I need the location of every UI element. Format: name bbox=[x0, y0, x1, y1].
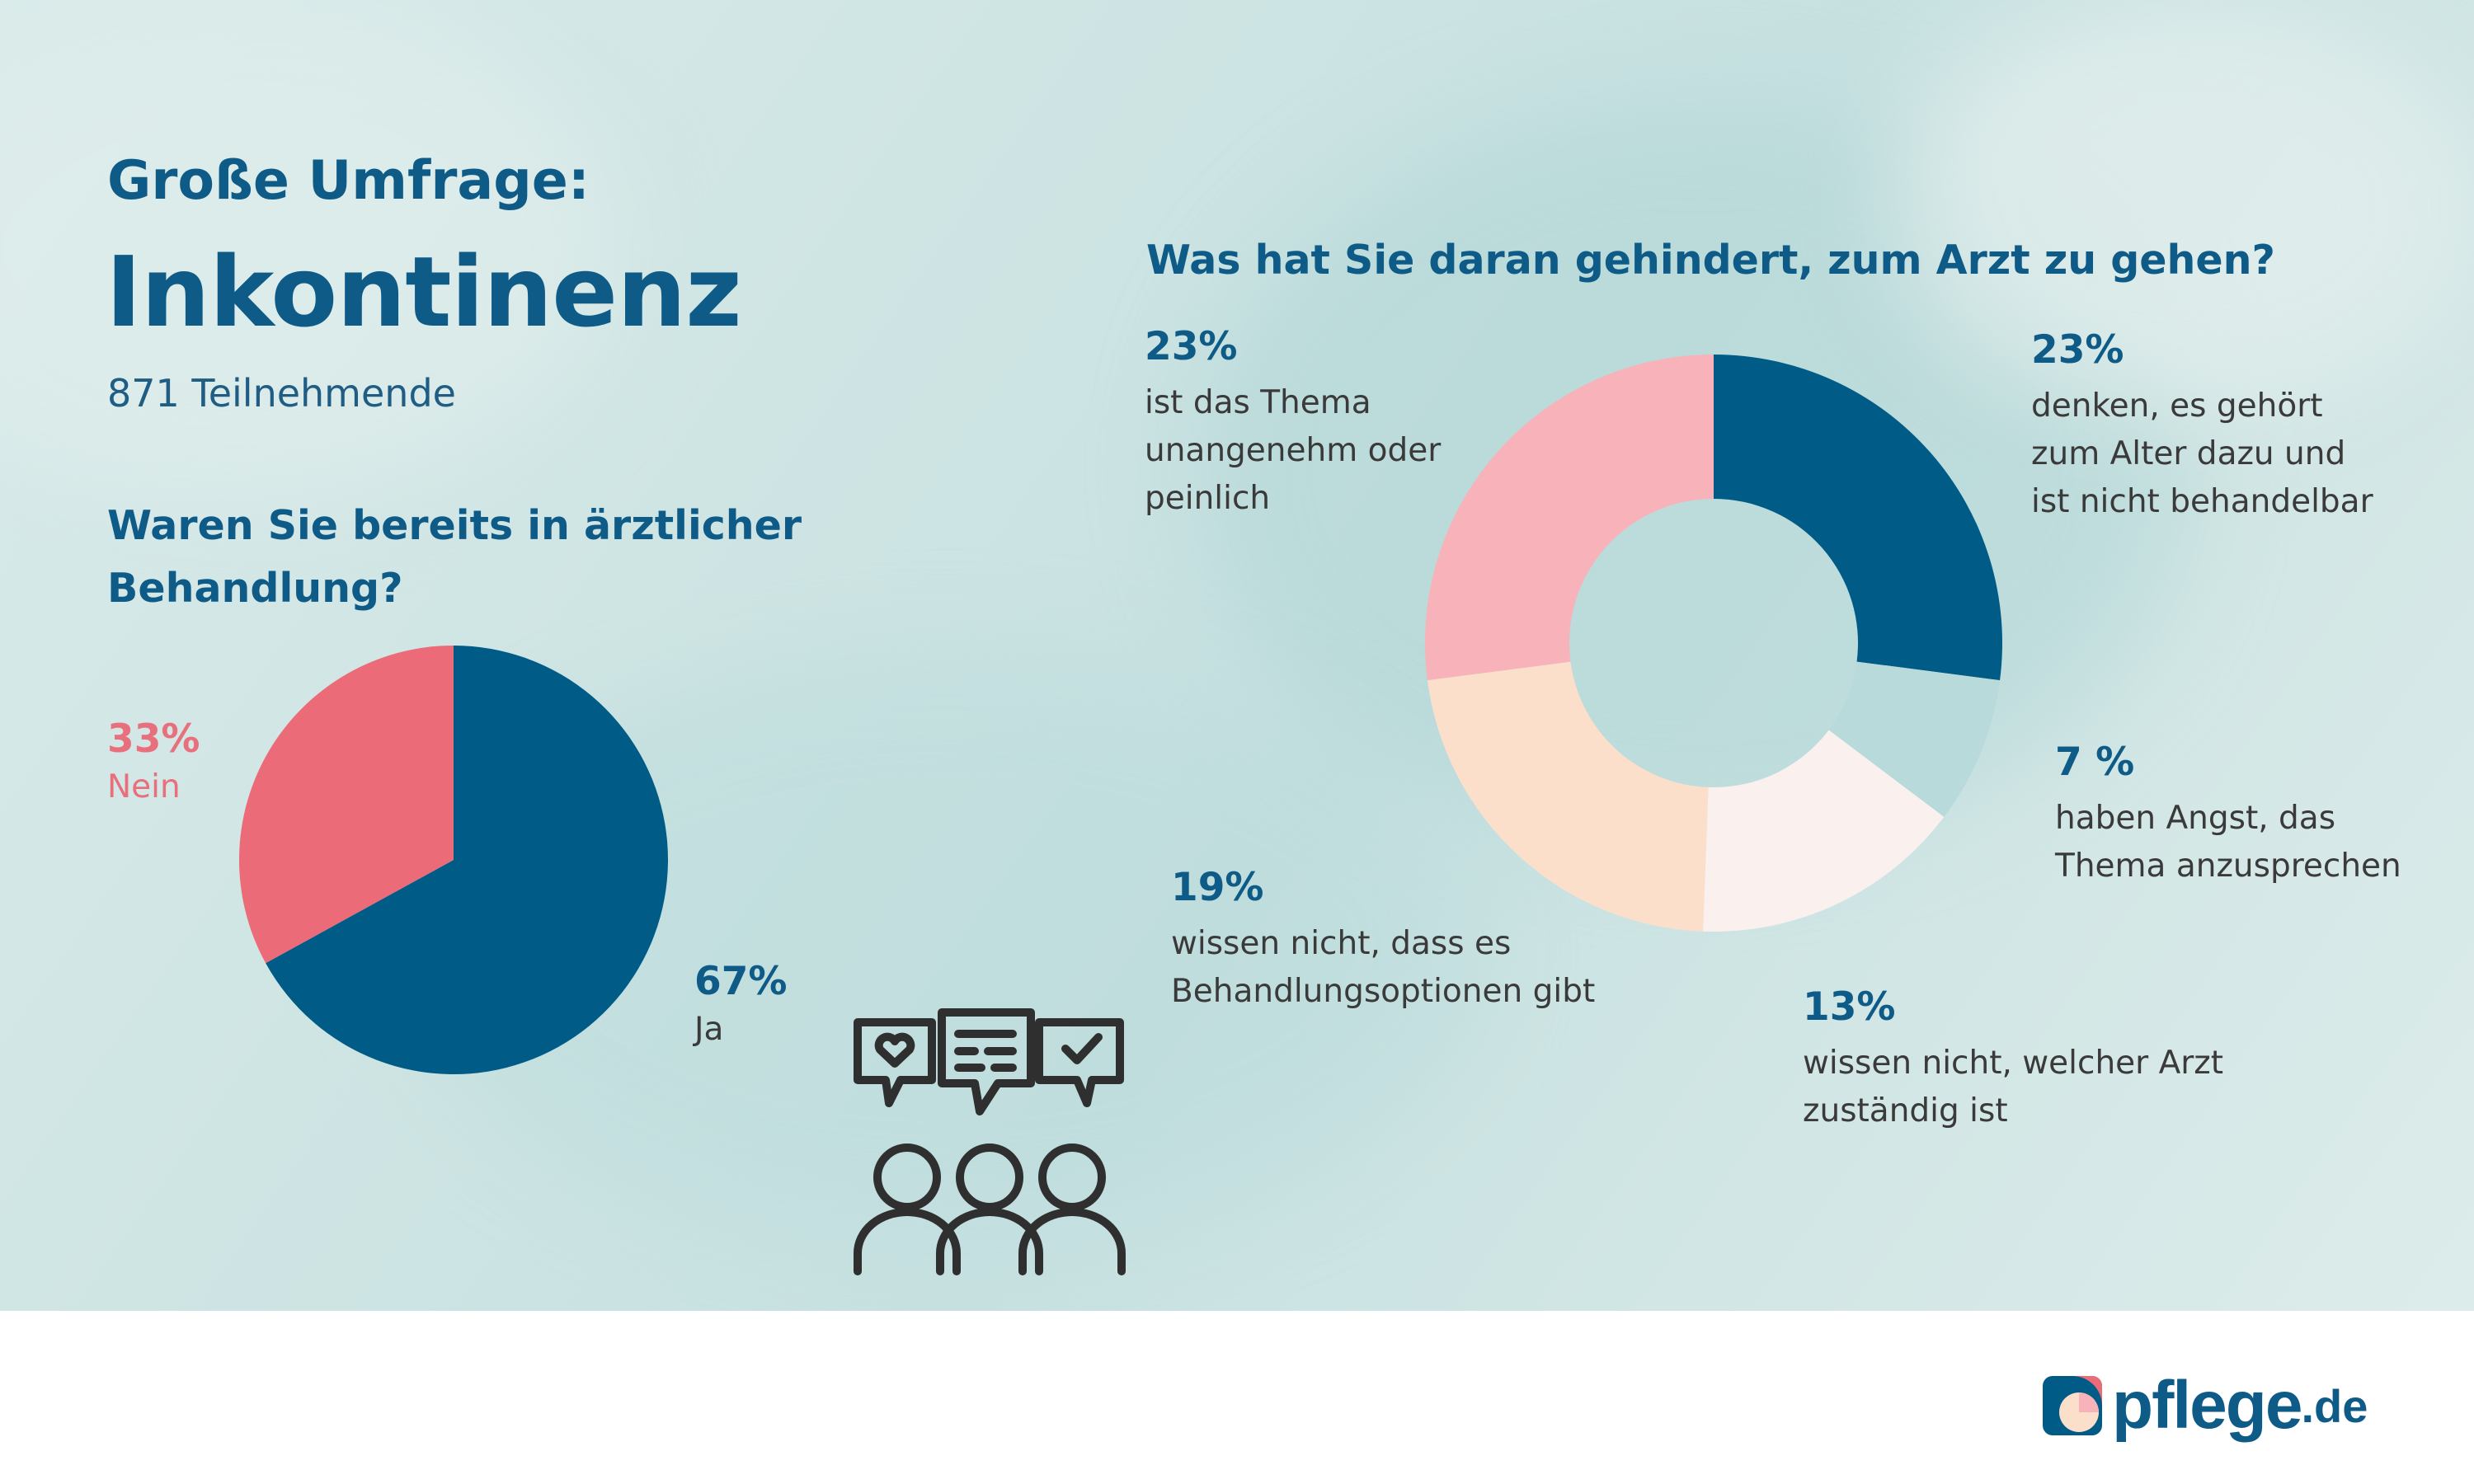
donut-label-optionen: 19% wissen nicht, dass es Behandlungsopt… bbox=[1171, 864, 1633, 1016]
logo-tld: .de bbox=[2301, 1379, 2368, 1432]
pie1-pct-nein: 33% bbox=[107, 716, 200, 762]
pie1-label-ja: 67% Ja bbox=[694, 958, 788, 1054]
pie1-slice-1 bbox=[238, 646, 454, 964]
donut-label-arzt: 13% wissen nicht, welcher Arzt zuständig… bbox=[1803, 984, 2248, 1135]
donut-chart-barriers bbox=[1425, 355, 2002, 932]
question-1-title: Waren Sie bereits in ärztlicher Behandlu… bbox=[107, 502, 802, 612]
bg-watercolor-blob bbox=[1897, 0, 2474, 412]
pie1-label-nein: 33% Nein bbox=[107, 716, 200, 811]
donut-pct-alter: 23% bbox=[2031, 327, 2124, 373]
page-title: Inkontinenz bbox=[106, 235, 742, 349]
pflege-logo-icon bbox=[2043, 1376, 2102, 1435]
question-2-title: Was hat Sie daran gehindert, zum Arzt zu… bbox=[1146, 237, 2275, 284]
donut-text-angst: haben Angst, das Thema anzusprechen bbox=[2055, 800, 2401, 885]
pflege-logo[interactable]: pflege .de bbox=[2041, 1364, 2368, 1447]
logo-wordmark: pflege bbox=[2112, 1368, 2302, 1443]
donut-pct-unangenehm: 23% bbox=[1145, 324, 1238, 369]
donut-label-angst: 7 % haben Angst, das Thema anzusprechen bbox=[2055, 739, 2451, 890]
survey-kicker: Große Umfrage: bbox=[107, 150, 590, 212]
bg-watercolor-blob bbox=[0, 0, 618, 495]
donut-slice-4 bbox=[1425, 355, 1714, 681]
donut-text-alter: denken, es gehört zum Alter dazu und ist… bbox=[2031, 387, 2373, 520]
pie1-text-ja: Ja bbox=[694, 1011, 724, 1048]
donut-label-alter: 23% denken, es gehört zum Alter dazu und… bbox=[2031, 326, 2378, 526]
donut-label-unangenehm: 23% ist das Thema unangenehm oder peinli… bbox=[1145, 323, 1458, 523]
donut-pct-optionen: 19% bbox=[1171, 865, 1264, 910]
donut-slice-2 bbox=[1703, 730, 1945, 932]
background bbox=[0, 0, 2474, 1311]
donut-pct-arzt: 13% bbox=[1803, 984, 1896, 1030]
participants-count: 871 Teilnehmende bbox=[107, 371, 456, 416]
donut-slice-1 bbox=[1828, 661, 2001, 817]
pie1-slice-0 bbox=[266, 646, 668, 1074]
donut-text-arzt: wissen nicht, welcher Arzt zuständig ist bbox=[1803, 1045, 2224, 1129]
people-feedback-icon bbox=[854, 1008, 1126, 1275]
donut-text-unangenehm: ist das Thema unangenehm oder peinlich bbox=[1145, 384, 1442, 517]
pie-chart-treatment bbox=[238, 646, 668, 1074]
donut-slice-3 bbox=[1427, 661, 1709, 932]
donut-pct-angst: 7 % bbox=[2055, 740, 2135, 785]
pie1-text-nein: Nein bbox=[107, 768, 181, 805]
donut-text-optionen: wissen nicht, dass es Behandlungsoptione… bbox=[1171, 925, 1596, 1010]
donut-slice-0 bbox=[1714, 355, 2002, 681]
pie1-pct-ja: 67% bbox=[694, 959, 788, 1004]
